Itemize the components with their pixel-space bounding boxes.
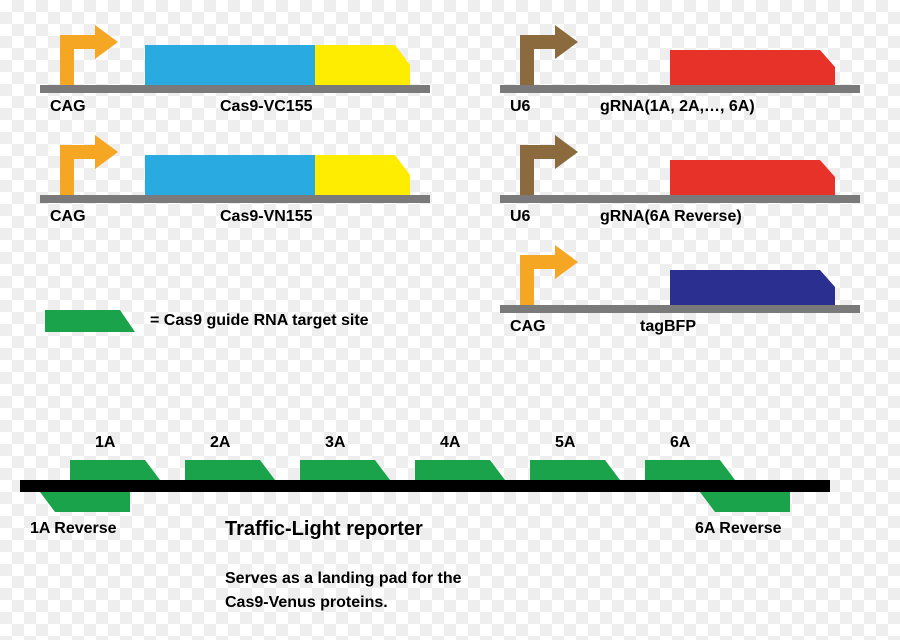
reporter-baseline	[20, 480, 830, 492]
promoter-arrow-icon	[520, 245, 578, 305]
site-label: 5A	[555, 434, 575, 452]
promoter-label: U6	[510, 208, 530, 226]
gene-block-yellow	[315, 45, 410, 85]
construct-right-3	[500, 245, 860, 313]
caption-line: Serves as a landing pad for the	[225, 570, 462, 588]
promoter-label: U6	[510, 98, 530, 116]
site-label: 3A	[325, 434, 345, 452]
promoter-arrow-icon	[520, 135, 578, 195]
promoter-arrow-icon	[520, 25, 578, 85]
caption-line: Cas9-Venus proteins.	[225, 594, 388, 612]
gene-block-cyan	[145, 155, 315, 195]
gene-block-navy	[670, 270, 835, 305]
construct-left-1	[40, 25, 430, 93]
diagram-svg	[0, 0, 900, 640]
construct-right-2	[500, 135, 860, 203]
site-label: 6A	[670, 434, 690, 452]
gene-block-yellow	[315, 155, 410, 195]
gene-label: Cas9-VC155	[220, 98, 313, 116]
promoter-label: CAG	[50, 208, 86, 226]
site-label: 1A	[95, 434, 115, 452]
reporter-title: Traffic-Light reporter	[225, 518, 423, 541]
construct-left-2	[40, 135, 430, 203]
promoter-arrow-icon	[60, 25, 118, 85]
reporter-sites-bottom	[40, 492, 790, 512]
legend-text: = Cas9 guide RNA target site	[150, 312, 369, 330]
promoter-label: CAG	[50, 98, 86, 116]
site-label: 4A	[440, 434, 460, 452]
gene-label: gRNA(1A, 2A,…, 6A)	[600, 98, 755, 116]
legend-shape	[45, 310, 135, 332]
gene-block-red	[670, 160, 835, 195]
site-label: 6A Reverse	[695, 520, 782, 538]
gene-label: gRNA(6A Reverse)	[600, 208, 742, 226]
gene-block-red	[670, 50, 835, 85]
promoter-label: CAG	[510, 318, 546, 336]
site-label: 2A	[210, 434, 230, 452]
gene-label: tagBFP	[640, 318, 696, 336]
promoter-arrow-icon	[60, 135, 118, 195]
reporter-sites-top	[70, 460, 735, 480]
construct-right-1	[500, 25, 860, 93]
gene-label: Cas9-VN155	[220, 208, 313, 226]
site-label: 1A Reverse	[30, 520, 117, 538]
gene-block-cyan	[145, 45, 315, 85]
